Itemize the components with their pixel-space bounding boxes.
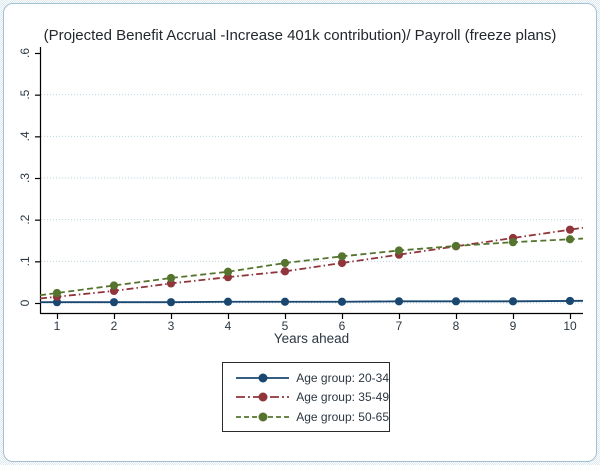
svg-text:.2: .2 [18,214,32,224]
svg-text:7: 7 [396,319,403,333]
svg-text:10: 10 [563,319,577,333]
svg-text:1: 1 [54,319,61,333]
legend-line-sample [236,392,290,402]
legend-row: Age group: 50-65 [235,410,389,424]
legend: Age group: 20-34 Age group: 35-49 Age gr… [222,362,390,432]
svg-text:4: 4 [225,319,232,333]
svg-text:.5: .5 [18,89,32,99]
legend-row: Age group: 20-34 [235,371,389,385]
legend-label: Age group: 50-65 [296,409,389,424]
svg-text:.1: .1 [18,256,32,266]
legend-row: Age group: 35-49 [235,390,389,404]
svg-text:.3: .3 [18,173,32,183]
svg-text:5: 5 [282,319,289,333]
legend-line-sample [236,412,290,421]
svg-text:2: 2 [111,319,118,333]
x-axis-label: Years ahead [273,331,350,346]
svg-text:9: 9 [510,319,517,333]
legend-label: Age group: 35-49 [296,390,389,404]
svg-text:0: 0 [18,299,32,306]
svg-text:.6: .6 [18,48,32,58]
svg-text:8: 8 [453,319,460,333]
chart-title: (Projected Benefit Accrual -Increase 401… [43,27,557,44]
svg-text:.4: .4 [18,131,32,141]
legend-label: Age group: 20-34 [296,370,389,385]
legend-line-sample [236,373,290,382]
svg-text:3: 3 [168,319,175,333]
svg-text:6: 6 [339,319,346,333]
